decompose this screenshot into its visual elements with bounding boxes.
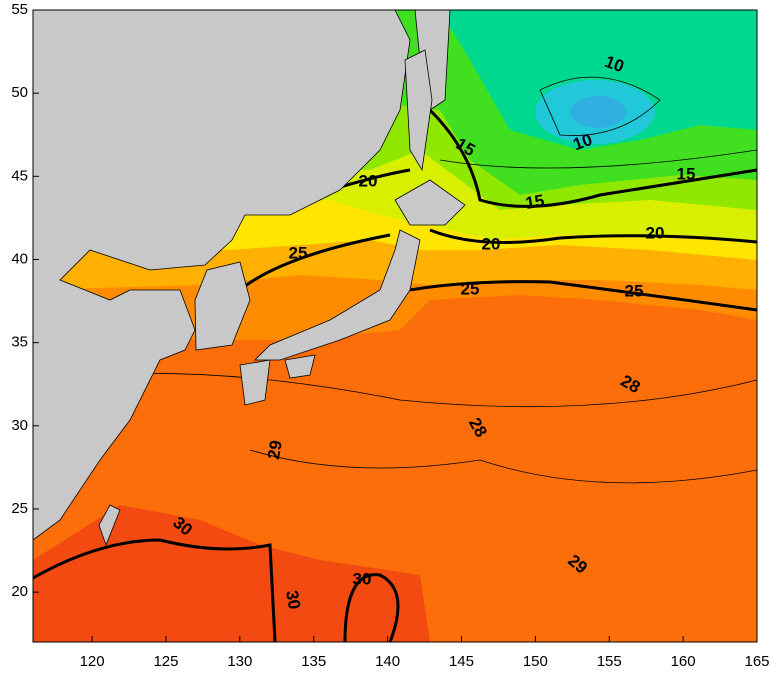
shikoku — [284, 354, 316, 379]
kyushu — [239, 359, 271, 406]
x-tick-label: 120 — [80, 653, 105, 670]
contour-label: 20 — [482, 234, 501, 253]
contour-label: 20 — [359, 171, 378, 190]
contour-label: 30 — [353, 569, 372, 588]
contour-label: 25 — [289, 243, 308, 262]
asia-mainland — [32, 9, 411, 541]
sakhalin — [404, 49, 433, 172]
y-tick-label: 25 — [11, 500, 28, 517]
y-tick-label: 20 — [11, 583, 28, 600]
y-tick-label: 30 — [11, 417, 28, 434]
contour-label: 25 — [625, 281, 644, 300]
x-tick-label: 165 — [744, 653, 769, 670]
honshu — [254, 229, 421, 361]
y-tick-label: 35 — [11, 334, 28, 351]
frame — [32, 9, 758, 643]
x-tick-label: 150 — [523, 653, 548, 670]
contour-label: 30 — [282, 589, 304, 611]
x-tick-label: 130 — [227, 653, 252, 670]
contour-label: 25 — [461, 279, 480, 298]
korea — [194, 261, 251, 351]
x-tick-label: 135 — [301, 653, 326, 670]
contour-20 — [429, 228, 757, 244]
contour-label: 15 — [524, 191, 546, 213]
contour-label: 29 — [264, 439, 286, 461]
band-12 — [440, 10, 757, 150]
band-30 — [33, 505, 430, 642]
contour-label: 20 — [646, 223, 665, 242]
contour-label: 15 — [677, 164, 696, 183]
land — [32, 9, 466, 547]
x-tick-label: 125 — [153, 653, 178, 670]
x-tick-label: 160 — [671, 653, 696, 670]
contour-15 — [428, 108, 757, 208]
y-tick-label: 45 — [11, 167, 28, 184]
y-tick-label: 40 — [11, 250, 28, 267]
cold-core — [570, 96, 626, 128]
x-tick-label: 155 — [597, 653, 622, 670]
hokkaido — [394, 179, 466, 226]
taiwan — [98, 504, 121, 547]
y-tick-label: 50 — [11, 84, 28, 101]
contour-30-east — [343, 573, 400, 642]
x-tick-label: 140 — [375, 653, 400, 670]
x-tick-label: 145 — [449, 653, 474, 670]
y-tick-label: 55 — [11, 1, 28, 18]
contour-30 — [33, 538, 277, 642]
contour-25 — [409, 280, 757, 312]
